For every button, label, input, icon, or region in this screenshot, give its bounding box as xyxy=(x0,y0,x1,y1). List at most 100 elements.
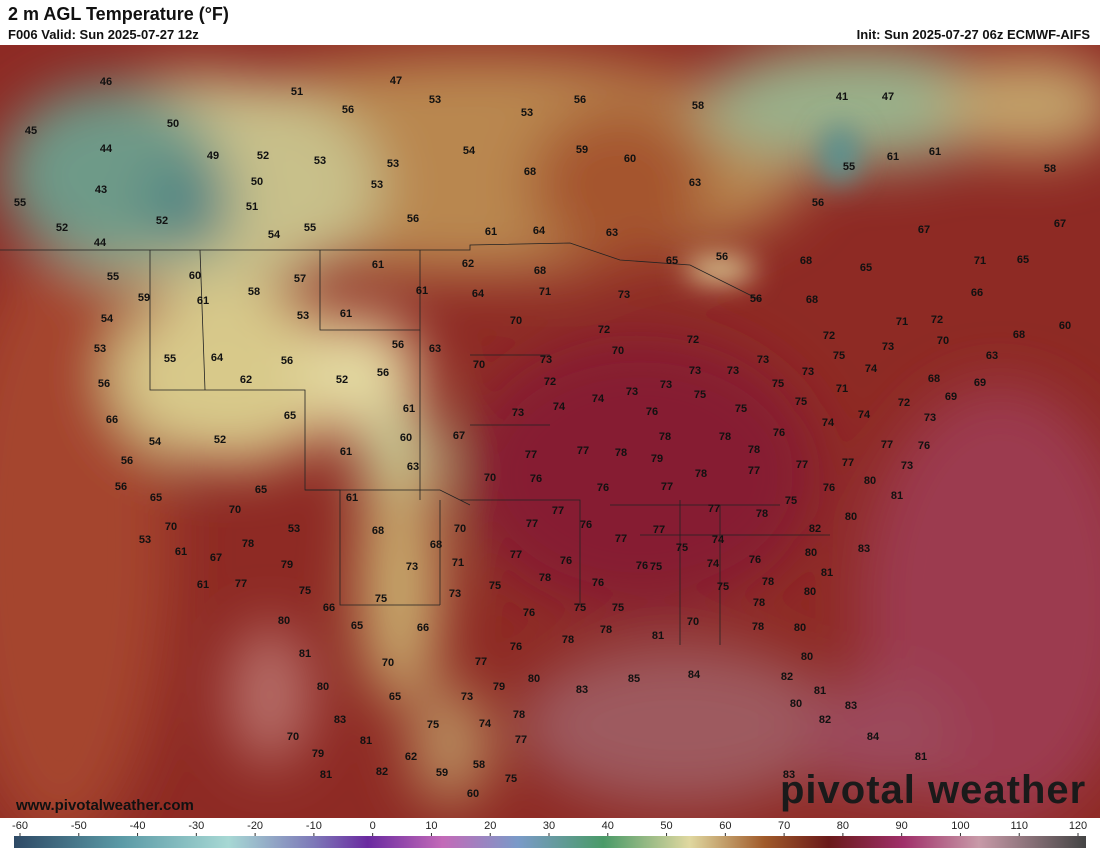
temperature-label: 75 xyxy=(612,602,624,614)
temperature-label: 84 xyxy=(688,669,701,681)
temperature-label: 55 xyxy=(843,161,855,173)
temperature-label: 67 xyxy=(210,552,222,564)
temperature-label: 75 xyxy=(676,542,688,554)
colorbar-tick-label: 20 xyxy=(484,820,496,832)
temperature-label: 63 xyxy=(407,461,419,473)
temperature-label: 44 xyxy=(94,237,107,249)
temperature-label: 60 xyxy=(400,432,412,444)
temperature-label: 65 xyxy=(284,410,296,422)
init-time: Init: Sun 2025-07-27 06z ECMWF-AIFS xyxy=(856,27,1090,42)
colorbar-tick-label: 10 xyxy=(425,820,437,832)
temperature-label: 61 xyxy=(403,403,415,415)
temperature-label: 77 xyxy=(235,578,247,590)
temperature-label: 71 xyxy=(974,255,986,267)
temperature-label: 53 xyxy=(297,310,309,322)
temperature-label: 61 xyxy=(929,146,941,158)
colorbar-tick-label: 70 xyxy=(778,820,790,832)
temperature-label: 65 xyxy=(389,691,401,703)
temperature-label: 74 xyxy=(865,363,878,375)
temperature-label: 79 xyxy=(651,453,663,465)
temperature-label: 56 xyxy=(574,94,586,106)
temperature-label: 73 xyxy=(689,365,701,377)
temperature-label: 60 xyxy=(467,788,479,800)
temperature-label: 79 xyxy=(281,559,293,571)
temperature-label: 77 xyxy=(748,465,760,477)
temperature-label: 61 xyxy=(197,579,209,591)
temperature-label: 78 xyxy=(539,572,551,584)
temperature-label: 55 xyxy=(304,222,316,234)
temperature-label: 80 xyxy=(790,698,802,710)
temperature-label: 70 xyxy=(612,345,624,357)
temperature-label: 64 xyxy=(472,288,485,300)
temperature-label: 54 xyxy=(268,229,281,241)
temperature-label: 76 xyxy=(823,482,835,494)
temperature-label: 66 xyxy=(106,414,118,426)
temperature-label: 45 xyxy=(25,125,37,137)
temperature-label: 83 xyxy=(783,769,795,781)
temperature-label: 77 xyxy=(510,549,522,561)
temperature-label: 81 xyxy=(360,735,372,747)
temperature-label: 78 xyxy=(748,444,760,456)
temperature-label: 72 xyxy=(931,314,943,326)
borders xyxy=(0,242,830,645)
temperature-label: 52 xyxy=(214,434,226,446)
temperature-label: 81 xyxy=(652,630,664,642)
temperature-label: 70 xyxy=(687,616,699,628)
logo: pivotal weather xyxy=(780,768,1087,812)
temperature-label: 67 xyxy=(1054,218,1066,230)
temperature-label: 62 xyxy=(462,258,474,270)
temperature-label: 73 xyxy=(449,588,461,600)
temperature-label: 81 xyxy=(891,490,903,502)
temperature-label: 77 xyxy=(525,449,537,461)
temperature-label: 58 xyxy=(692,100,704,112)
temperature-label: 77 xyxy=(881,439,893,451)
temperature-label: 72 xyxy=(898,397,910,409)
temperature-label: 73 xyxy=(660,379,672,391)
temperature-label: 78 xyxy=(615,447,627,459)
temperature-label: 56 xyxy=(750,293,762,305)
temperature-label: 76 xyxy=(530,473,542,485)
temperature-label: 60 xyxy=(189,270,201,282)
temperature-label: 78 xyxy=(752,621,764,633)
temperature-label: 64 xyxy=(211,352,224,364)
colorbar-tick-label: 50 xyxy=(660,820,672,832)
temperature-label: 73 xyxy=(901,460,913,472)
temperature-label: 80 xyxy=(805,547,817,559)
temperature-label: 82 xyxy=(819,714,831,726)
temperature-label: 70 xyxy=(165,521,177,533)
temperature-label: 58 xyxy=(248,286,260,298)
temperature-label: 65 xyxy=(1017,254,1029,266)
temperature-label: 81 xyxy=(821,567,833,579)
temperature-label: 59 xyxy=(138,292,150,304)
temperature-label: 83 xyxy=(858,543,870,555)
temperature-label: 76 xyxy=(636,560,648,572)
temperature-label: 54 xyxy=(463,145,476,157)
temperature-label: 53 xyxy=(371,179,383,191)
temperature-label: 55 xyxy=(164,353,176,365)
temperature-label: 76 xyxy=(560,555,572,567)
temperature-label: 75 xyxy=(795,396,807,408)
temperature-label: 71 xyxy=(836,383,848,395)
temperature-label: 75 xyxy=(574,602,586,614)
temperature-label: 77 xyxy=(842,457,854,469)
temperature-label: 61 xyxy=(340,446,352,458)
map-title: 2 m AGL Temperature (°F) xyxy=(8,4,229,24)
temperature-label: 61 xyxy=(346,492,358,504)
temperature-label: 61 xyxy=(416,285,428,297)
temperature-label: 76 xyxy=(523,607,535,619)
temperature-label: 75 xyxy=(299,585,311,597)
temperature-label: 54 xyxy=(101,313,114,325)
temperature-label: 53 xyxy=(139,534,151,546)
temperature-label: 70 xyxy=(937,335,949,347)
temperature-label: 52 xyxy=(257,150,269,162)
temperature-label: 56 xyxy=(281,355,293,367)
temperature-label: 61 xyxy=(887,151,899,163)
temperature-label: 61 xyxy=(175,546,187,558)
temperature-label: 65 xyxy=(351,620,363,632)
temperature-label: 75 xyxy=(785,495,797,507)
temperature-label: 64 xyxy=(533,225,546,237)
temperature-label: 81 xyxy=(320,769,332,781)
temperature-label: 78 xyxy=(695,468,707,480)
lakes xyxy=(685,125,860,282)
